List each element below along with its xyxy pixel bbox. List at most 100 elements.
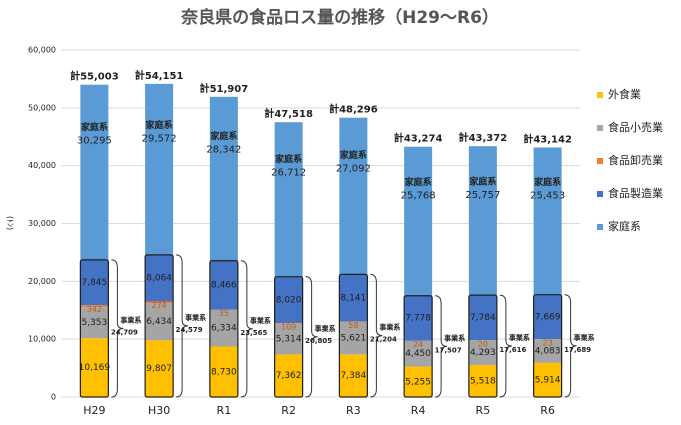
business-label: 事業系 xyxy=(315,324,336,333)
y-axis-label: (ﾄﾝ) xyxy=(6,216,15,230)
business-total: 20,805 xyxy=(305,337,332,345)
value-label: 28,342 xyxy=(206,145,241,156)
business-total: 24,579 xyxy=(176,326,203,334)
brace xyxy=(370,273,383,398)
value-label: 26,712 xyxy=(271,167,306,178)
business-outline xyxy=(209,260,239,398)
segment-type-label: 家庭系 xyxy=(146,119,173,131)
value-label: 8,141 xyxy=(340,293,366,303)
business-total: 23,565 xyxy=(240,329,267,337)
y-tick-label: 10,000 xyxy=(28,335,56,344)
business-outline xyxy=(274,276,304,398)
business-label: 事業系 xyxy=(509,333,530,342)
value-label: 8,020 xyxy=(276,295,302,305)
bar-segment xyxy=(209,309,238,347)
bar-segment xyxy=(468,146,497,296)
bar-segment xyxy=(533,362,562,397)
value-label: 30,295 xyxy=(77,136,112,147)
segment-type-label: 家庭系 xyxy=(340,149,367,161)
business-label: 事業系 xyxy=(250,316,271,325)
total-label: 計54,151 xyxy=(135,69,184,82)
total-label: 計48,296 xyxy=(329,103,378,116)
segment-type-label: 家庭系 xyxy=(210,130,237,142)
bar-segment xyxy=(404,340,433,367)
business-total: 17,616 xyxy=(499,346,526,354)
segment-type-label: 家庭系 xyxy=(81,121,108,133)
y-tick-label: 50,000 xyxy=(28,103,56,112)
legend-swatch xyxy=(597,224,603,230)
bar-segment xyxy=(468,340,497,366)
value-label: 25,757 xyxy=(465,190,500,201)
business-outline xyxy=(338,273,368,398)
x-tick-label: R5 xyxy=(476,404,491,417)
legend-label: 家庭系 xyxy=(608,219,641,233)
value-label: 24 xyxy=(413,340,423,349)
business-label: 事業系 xyxy=(574,333,595,342)
bar-segment xyxy=(339,274,368,322)
value-label: 5,621 xyxy=(340,334,366,344)
brace xyxy=(435,295,448,398)
value-label: 5,353 xyxy=(81,318,107,328)
x-tick-label: R4 xyxy=(411,404,426,417)
value-label: 5,255 xyxy=(405,377,431,387)
segment-type-label: 家庭系 xyxy=(469,175,496,187)
legend-swatch xyxy=(597,92,603,98)
value-label: 5,314 xyxy=(276,335,302,345)
value-label: 5,914 xyxy=(535,375,561,385)
bar-segment xyxy=(339,321,368,355)
legend-label: 食品小売業 xyxy=(608,120,663,134)
x-tick-label: R2 xyxy=(281,404,296,417)
business-label: 事業系 xyxy=(185,313,206,322)
segment-type-label: 家庭系 xyxy=(275,153,302,165)
value-label: 6,334 xyxy=(211,324,237,334)
business-total: 21,204 xyxy=(370,336,397,344)
y-tick-label: 40,000 xyxy=(28,161,56,170)
x-tick-label: H29 xyxy=(83,404,105,417)
business-total: 24,709 xyxy=(111,328,138,336)
value-label: 8,064 xyxy=(146,274,172,284)
bar-segment xyxy=(145,83,174,255)
x-tick-label: R1 xyxy=(217,404,232,417)
bar-segment xyxy=(209,346,238,397)
business-label: 事業系 xyxy=(120,315,141,324)
total-label: 計43,372 xyxy=(459,131,508,144)
total-label: 計47,518 xyxy=(264,107,313,120)
value-label: 7,778 xyxy=(405,314,431,324)
legend-swatch xyxy=(597,125,603,131)
bar-segment xyxy=(533,339,562,363)
value-label: 7,669 xyxy=(535,312,561,322)
y-tick-label: 60,000 xyxy=(28,46,56,55)
value-label: 25,453 xyxy=(530,191,565,202)
bar-segment xyxy=(339,117,368,275)
value-label: 8,730 xyxy=(211,367,237,377)
value-label: 4,083 xyxy=(535,346,561,356)
bar-segment xyxy=(209,260,238,310)
bar-segment xyxy=(80,84,109,260)
value-label: 109 xyxy=(281,323,296,332)
value-label: 5,518 xyxy=(470,377,496,387)
business-outline xyxy=(468,294,498,398)
value-label: 6,434 xyxy=(146,317,172,327)
brace xyxy=(176,254,189,398)
bar-segment xyxy=(145,254,174,302)
total-label: 計55,003 xyxy=(70,70,119,83)
y-tick-label: 20,000 xyxy=(28,277,56,286)
brace xyxy=(240,260,253,398)
business-outline xyxy=(403,295,433,398)
x-tick-label: R6 xyxy=(540,404,555,417)
y-tick-label: 0 xyxy=(51,393,56,402)
total-label: 計43,274 xyxy=(394,132,443,145)
value-label: 9,807 xyxy=(146,364,172,374)
legend-swatch xyxy=(597,191,603,197)
brace xyxy=(499,294,512,398)
segment-type-label: 家庭系 xyxy=(405,176,432,188)
value-label: 274 xyxy=(151,301,166,310)
business-label: 事業系 xyxy=(444,333,465,342)
business-outline xyxy=(533,294,563,398)
bar-segment xyxy=(533,294,562,340)
bar-segment xyxy=(468,365,497,397)
bar-segment xyxy=(274,323,303,355)
total-label: 計43,142 xyxy=(523,132,572,145)
bar-segment xyxy=(80,305,109,308)
bar-segment xyxy=(145,303,174,341)
